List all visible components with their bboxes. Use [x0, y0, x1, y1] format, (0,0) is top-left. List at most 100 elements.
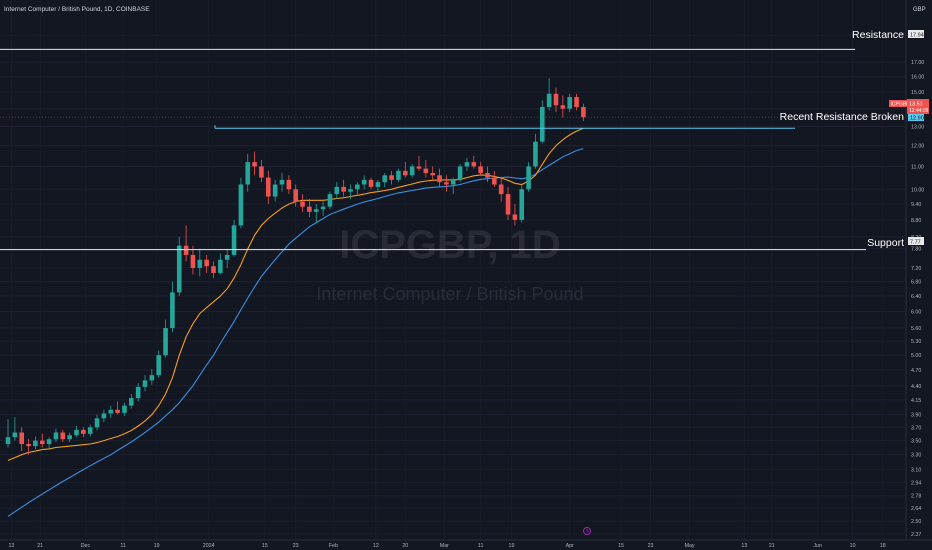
- x-tick-label: 15: [262, 543, 268, 549]
- candle-body: [19, 432, 24, 445]
- x-tick-label: 11: [478, 543, 484, 549]
- y-tick-label: 4.70: [911, 368, 921, 374]
- x-tick-label: Apr: [566, 543, 574, 549]
- candle-body: [122, 405, 127, 413]
- x-tick-label: Mar: [440, 543, 449, 549]
- candle-body: [129, 398, 134, 406]
- y-tick-label: 6.80: [911, 280, 921, 286]
- candle-body: [259, 166, 264, 178]
- broken-resistance-annotation: Recent Resistance Broken: [780, 111, 904, 123]
- candle-body: [142, 380, 148, 387]
- candle-body: [87, 427, 93, 434]
- y-tick-label: 3.90: [911, 413, 921, 419]
- x-tick-label: 15: [618, 543, 624, 549]
- y-tick-label: 8.80: [911, 218, 921, 224]
- candle-body: [444, 182, 449, 185]
- candle-body: [231, 225, 237, 255]
- candle-body: [546, 93, 552, 107]
- watermark-ticker: ICPGBP, 1D: [339, 223, 561, 267]
- x-tick-label: 20: [402, 543, 408, 549]
- clock-icon[interactable]: [583, 527, 591, 535]
- candle-body: [423, 168, 429, 174]
- candle-body: [272, 184, 278, 197]
- y-tick-label: 3.70: [911, 425, 921, 431]
- candle-body: [334, 186, 340, 195]
- broken-price-tag: [908, 113, 924, 121]
- support-price-tag: [908, 237, 924, 245]
- y-tick-label: 4.15: [911, 398, 921, 404]
- y-tick-label: 2.78: [911, 494, 921, 500]
- candle-body: [190, 254, 196, 268]
- candle-body: [300, 201, 305, 207]
- candle-body: [320, 206, 326, 210]
- x-tick-label: 19: [154, 543, 160, 549]
- candle-body: [183, 245, 189, 255]
- candle-body: [430, 173, 435, 176]
- candle-body: [211, 266, 216, 273]
- broken-price-tag-text: 12.90: [910, 116, 924, 122]
- level-lines: [0, 48, 906, 251]
- candle-body: [560, 105, 566, 109]
- candle-body: [341, 186, 346, 192]
- candle-body: [12, 432, 18, 438]
- candle-body: [409, 166, 415, 176]
- resistance-price-tag: [908, 30, 924, 38]
- y-tick-label: 3.30: [911, 453, 921, 459]
- currency-label: GBP: [913, 7, 926, 13]
- candle-body: [60, 432, 66, 440]
- y-tick-label: 9.40: [911, 202, 921, 208]
- candle-body: [512, 214, 518, 220]
- candle-body: [416, 166, 422, 169]
- candlesticks: [5, 78, 586, 455]
- x-tick-label: Jun: [813, 543, 822, 549]
- y-tick-label: 4.40: [911, 384, 921, 390]
- y-tick-label: 5.60: [911, 326, 921, 332]
- y-tick-label: 12.00: [911, 144, 924, 150]
- candle-body: [204, 259, 209, 267]
- watermark-name: Internet Computer / British Pound: [316, 284, 583, 304]
- candle-body: [375, 182, 381, 187]
- candle-body: [218, 259, 223, 273]
- candle-body: [94, 418, 100, 428]
- candle-body: [149, 375, 155, 381]
- candle-body: [313, 209, 319, 212]
- candle-body: [368, 179, 374, 187]
- candle-body: [457, 166, 463, 180]
- candle-body: [505, 194, 511, 215]
- candle-body: [396, 170, 401, 180]
- candle-body: [245, 162, 251, 185]
- candle-body: [135, 386, 141, 399]
- y-tick-label: 13.00: [911, 124, 924, 130]
- candle-body: [238, 184, 244, 226]
- candle-body: [74, 429, 79, 436]
- candle-body: [485, 173, 490, 178]
- symbol-tag: [889, 100, 907, 107]
- candle-body: [307, 206, 312, 212]
- candle-body: [348, 189, 353, 192]
- candle-body: [355, 184, 360, 190]
- candle-body: [382, 175, 388, 183]
- candle-body: [81, 429, 86, 434]
- candle-body: [361, 179, 367, 185]
- x-tick-label: 13: [741, 543, 747, 549]
- candle-body: [39, 440, 45, 445]
- y-tick-label: 2.37: [911, 532, 921, 538]
- time-axis: 13 21 Dec 11 19 2024 15 23 Feb 12 20 Mar 11 19 Apr 15 23…: [0, 539, 932, 549]
- candle-body: [293, 189, 298, 202]
- symbol-tag-text: ICPGBP: [891, 102, 911, 108]
- watermark: ICPGBP, 1D Internet Computer / British P…: [316, 223, 583, 304]
- candle-body: [286, 179, 292, 190]
- x-tick-label: 19: [509, 543, 515, 549]
- y-tick-label: 17.00: [911, 60, 924, 66]
- x-tick-label: 2024: [203, 543, 215, 549]
- candle-body: [519, 189, 525, 220]
- candle-body: [197, 259, 203, 268]
- candle-body: [478, 166, 483, 174]
- candle-body: [67, 435, 72, 440]
- candle-body: [581, 106, 586, 118]
- y-tick-label: 3.50: [911, 439, 921, 445]
- y-tick-label: 7.80: [911, 247, 921, 253]
- x-tick-label: Feb: [329, 543, 338, 549]
